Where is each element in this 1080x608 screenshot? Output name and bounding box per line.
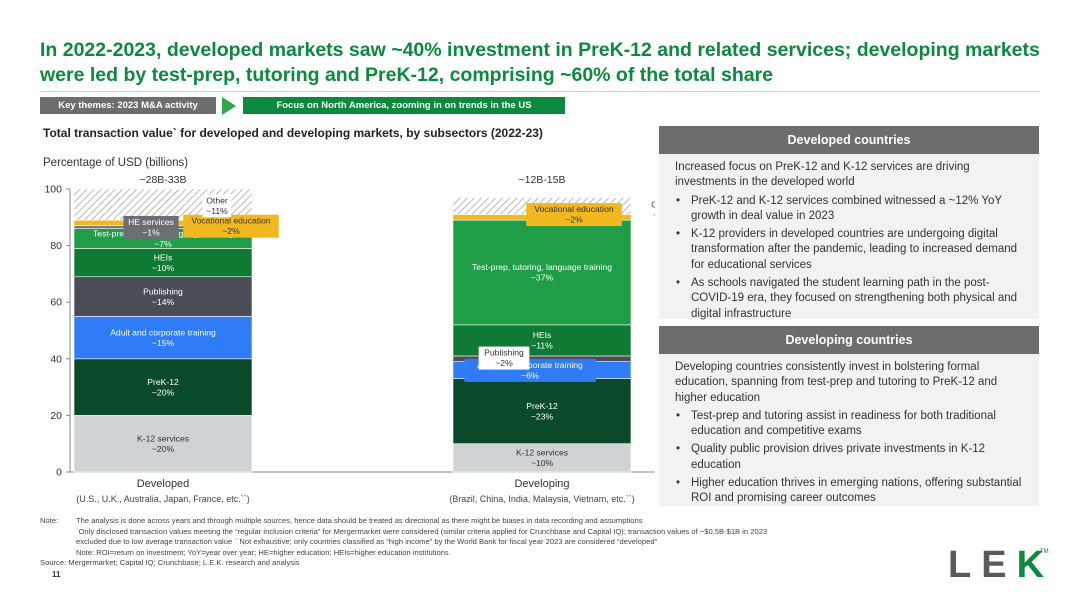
data-label: ~37% (531, 273, 554, 283)
developed-countries-panel: Increased focus on PreK-12 and K-12 serv… (659, 154, 1039, 322)
data-label: HE services (128, 217, 174, 227)
data-label: ~6% (521, 370, 539, 380)
data-label: ~15% (152, 338, 175, 348)
data-label: K-12 services (516, 448, 568, 458)
bar-segment (73, 248, 253, 278)
data-label: ~2% (565, 215, 583, 225)
lek-logo: LEK (948, 544, 1055, 586)
developed-countries-heading: Developed countries (659, 126, 1039, 154)
y-tick-label: 80 (50, 240, 62, 252)
note-label: Note: (40, 516, 59, 525)
data-label: Test-prep, tutoring, language training (472, 262, 612, 272)
data-label-box (123, 215, 179, 239)
bar-segment (73, 276, 253, 317)
bar-segment (452, 378, 632, 444)
data-label: ~23% (531, 411, 554, 421)
data-label: ~10% (531, 458, 554, 468)
data-label: ~11% (531, 341, 553, 351)
data-label: HEIs (154, 252, 173, 262)
developing-countries-panel: Developing countries consistently invest… (659, 354, 1039, 506)
data-label: Adult and corporate training (477, 360, 583, 370)
y-tick-label: 0 (56, 467, 62, 479)
data-label: Other (651, 200, 655, 210)
data-label: ~10% (152, 263, 175, 273)
y-tick-label: 60 (50, 297, 62, 309)
x-category-label: Developing (514, 478, 569, 490)
developed-bullet: K-12 providers in developed countries ar… (675, 227, 1029, 273)
arrow-right-icon (222, 97, 236, 115)
developed-intro: Increased focus on PreK-12 and K-12 serv… (675, 161, 970, 189)
chart-subtitle: Percentage of USD (billions) (43, 157, 189, 169)
y-tick-label: 20 (50, 410, 62, 422)
data-label: K-12 services (137, 433, 189, 443)
data-label: ~2% (222, 226, 240, 236)
bar-total-label: ~12B-15B (519, 174, 566, 186)
note-line: `Only disclosed transaction values meeti… (76, 526, 768, 536)
source-line: Source: Mergermarket; Capital IQ; Crunch… (40, 558, 300, 567)
developing-bullet: Higher education thrives in emerging nat… (675, 476, 1029, 507)
focus-tag: Focus on North America, zooming in on tr… (243, 97, 565, 114)
note-line: The analysis is done across years and th… (76, 516, 643, 525)
data-label: ~7% (154, 239, 172, 249)
data-label: Vocational education (534, 204, 614, 214)
data-label: Other (206, 195, 228, 205)
bar-segment (452, 443, 632, 473)
note-line: excluded due to low average transaction … (76, 537, 658, 546)
x-category-label: Developed (137, 478, 190, 490)
bar-total-label: ~28B-33B (140, 174, 187, 186)
trademark-mark: TM (1040, 549, 1049, 555)
data-label: Publishing (484, 348, 524, 358)
data-label-box (202, 194, 232, 218)
bar-segment (73, 316, 253, 360)
title-divider (40, 91, 1040, 92)
data-label: ~6% (653, 210, 655, 220)
data-label: Adult and corporate training (110, 327, 216, 337)
developing-countries-heading: Developing countries (659, 326, 1039, 354)
data-label-box (526, 203, 622, 227)
developing-bullet: Quality public provision drives private … (675, 442, 1029, 473)
data-label: ~20% (152, 387, 175, 397)
stacked-bar-chart: 0 20 40 60 80 100 Developed (U.S., U.K., Austra… (44, 174, 655, 504)
developing-intro: Developing countries consistently invest… (675, 361, 998, 404)
x-category-note: (Brazil, China, India, Malaysia, Vietnam… (449, 494, 634, 504)
data-label: HEIs (533, 330, 552, 340)
data-label: ~1% (142, 227, 160, 237)
key-themes-tag: Key themes: 2023 M&A activity (40, 97, 216, 114)
data-label-box (183, 214, 279, 238)
chart-title: Total transaction value` for developed a… (43, 126, 543, 140)
developing-bullet: Test-prep and tutoring assist in readine… (675, 409, 1029, 440)
data-label-box (478, 346, 530, 370)
data-label: ~14% (152, 297, 175, 307)
data-label: ~20% (152, 444, 175, 454)
data-label: Publishing (143, 286, 183, 296)
y-tick-label: 40 (50, 353, 62, 365)
page-number: 11 (52, 570, 61, 579)
footnotes: Note: The analysis is done across years … (40, 516, 940, 569)
y-tick-label: 100 (44, 184, 62, 196)
page-title: In 2022-2023, developed markets saw ~40%… (40, 39, 1040, 86)
data-label: ~11% (206, 206, 228, 216)
note-line: Note: ROI=return on investment; YoY=year… (76, 547, 449, 557)
x-category-note: (U.S., U.K., Australia, Japan, France, e… (76, 494, 250, 504)
developed-bullet: PreK-12 and K-12 services combined witne… (675, 194, 1029, 225)
data-label: ~2% (495, 358, 513, 368)
data-label: Vocational education (191, 216, 271, 226)
data-label: PreK-12 (526, 401, 558, 411)
developed-bullet: As schools navigated the student learnin… (675, 276, 1029, 322)
data-label: PreK-12 (147, 377, 179, 387)
